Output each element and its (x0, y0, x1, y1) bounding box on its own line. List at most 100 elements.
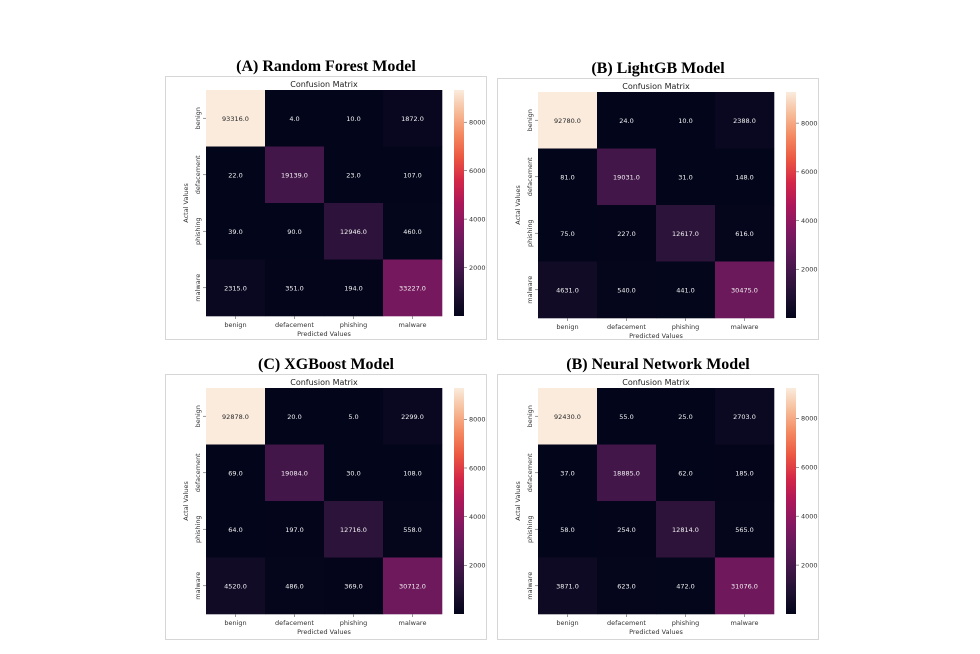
heatmap-cell (324, 557, 384, 615)
cell-value-label: 92430.0 (554, 413, 581, 421)
colorbar-tick-label: 80000 (801, 415, 818, 423)
cell-value-label: 39.0 (228, 228, 242, 236)
x-tick-label: phishing (672, 619, 700, 627)
heatmap-cell (715, 261, 775, 319)
cell-value-label: 64.0 (228, 526, 242, 534)
heatmap-cell (656, 205, 716, 262)
y-tick-label: defacement (194, 453, 202, 492)
colorbar-tick-label: 40000 (469, 513, 486, 521)
heatmap-cell (206, 501, 266, 558)
cell-value-label: 31076.0 (731, 582, 758, 590)
cell-value-label: 369.0 (344, 582, 363, 590)
cell-value-label: 75.0 (560, 230, 574, 238)
cell-value-label: 58.0 (560, 526, 574, 534)
colorbar (786, 92, 796, 318)
x-tick-label: benign (224, 321, 246, 329)
cell-value-label: 33227.0 (399, 284, 426, 292)
cell-value-label: 351.0 (285, 284, 304, 292)
cell-value-label: 148.0 (735, 173, 754, 181)
cell-value-label: 55.0 (619, 413, 633, 421)
heatmap-cell (597, 557, 657, 615)
panel-title: (C) XGBoost Model (258, 356, 394, 373)
y-tick-label: defacement (194, 155, 202, 194)
figure-frame: Confusion Matrix 93316.0 4.0 10.0 1872.0 22.0… (165, 76, 487, 340)
heatmap-cell (324, 501, 384, 558)
heatmap-cell (538, 148, 598, 206)
heatmap-cell (597, 501, 657, 558)
cell-value-label: 37.0 (560, 469, 574, 477)
cell-value-label: 197.0 (285, 526, 304, 534)
heatmap-cell (597, 444, 657, 502)
heatmap-cell (538, 501, 598, 558)
heatmap-cell (715, 557, 775, 615)
heatmap-cell (538, 557, 598, 615)
y-tick-label: malware (194, 274, 202, 302)
x-tick-label: malware (399, 321, 427, 329)
heatmap-cell (656, 501, 716, 558)
cell-value-label: 1872.0 (401, 115, 424, 123)
cell-value-label: 3871.0 (556, 582, 579, 590)
heatmap-cell (538, 205, 598, 262)
heatmap-cell (656, 261, 716, 319)
heatmap-cell (597, 148, 657, 206)
heatmap-cell (206, 557, 266, 615)
heatmap-cell (597, 388, 657, 445)
cell-value-label: 108.0 (403, 469, 422, 477)
heatmap-cell (715, 388, 775, 445)
x-axis-label: Predicted Values (297, 330, 351, 338)
x-tick-label: phishing (672, 323, 700, 331)
heatmap-cell (538, 388, 598, 445)
heatmap-cell (538, 261, 598, 319)
cell-value-label: 2703.0 (733, 413, 756, 421)
heatmap-cell (265, 501, 325, 558)
cell-value-label: 12716.0 (340, 526, 367, 534)
colorbar-tick-label: 80000 (801, 119, 818, 127)
cell-value-label: 22.0 (228, 171, 242, 179)
heatmap-cell (383, 146, 443, 204)
heatmap-cell (715, 148, 775, 206)
cell-value-label: 31.0 (678, 173, 692, 181)
heatmap-cell (597, 92, 657, 149)
cell-value-label: 23.0 (346, 171, 360, 179)
cell-value-label: 2315.0 (224, 284, 247, 292)
cell-value-label: 254.0 (617, 526, 636, 534)
heatmap-cell (324, 259, 384, 317)
cell-value-label: 24.0 (619, 117, 633, 125)
x-tick-label: benign (556, 619, 578, 627)
y-tick-label: benign (194, 405, 202, 427)
y-axis-label: Actal Values (514, 185, 522, 225)
cell-value-label: 92780.0 (554, 117, 581, 125)
y-tick-label: phishing (526, 515, 534, 543)
y-tick-label: phishing (194, 217, 202, 245)
cell-value-label: 20.0 (287, 413, 301, 421)
cell-value-label: 2299.0 (401, 413, 424, 421)
colorbar-tick-label: 40000 (801, 217, 818, 225)
chart-title: Confusion Matrix (622, 82, 690, 91)
panel-title: (B) LightGB Model (591, 60, 725, 77)
heatmap-cell (715, 205, 775, 262)
cell-value-label: 19139.0 (281, 171, 308, 179)
heatmap-cell (206, 146, 266, 204)
heatmap-cell (206, 203, 266, 260)
cell-value-label: 540.0 (617, 286, 636, 294)
colorbar-tick-label: 20000 (469, 562, 486, 570)
confusion-matrix-panel: (B) LightGB Model Confusion Matrix 92780.0… (497, 60, 819, 340)
y-tick-label: phishing (194, 515, 202, 543)
cell-value-label: 194.0 (344, 284, 363, 292)
heatmap-cell (656, 388, 716, 445)
heatmap-cell (383, 557, 443, 615)
heatmap-svg: Confusion Matrix 93316.0 4.0 10.0 1872.0 22.0… (182, 80, 486, 338)
heatmap-cell (383, 388, 443, 445)
cell-value-label: 558.0 (403, 526, 422, 534)
heatmap-cell (265, 203, 325, 260)
colorbar-tick-label: 60000 (801, 168, 818, 176)
x-tick-label: malware (399, 619, 427, 627)
x-axis-label: Predicted Values (629, 332, 683, 339)
x-tick-label: phishing (340, 321, 368, 329)
cell-value-label: 19084.0 (281, 469, 308, 477)
colorbar-tick-label: 60000 (801, 464, 818, 472)
heatmap-cell (265, 388, 325, 445)
confusion-matrix-panel: (C) XGBoost Model Confusion Matrix 92878.0… (165, 356, 487, 640)
heatmap-cell (206, 388, 266, 445)
heatmap-cell (715, 92, 775, 149)
